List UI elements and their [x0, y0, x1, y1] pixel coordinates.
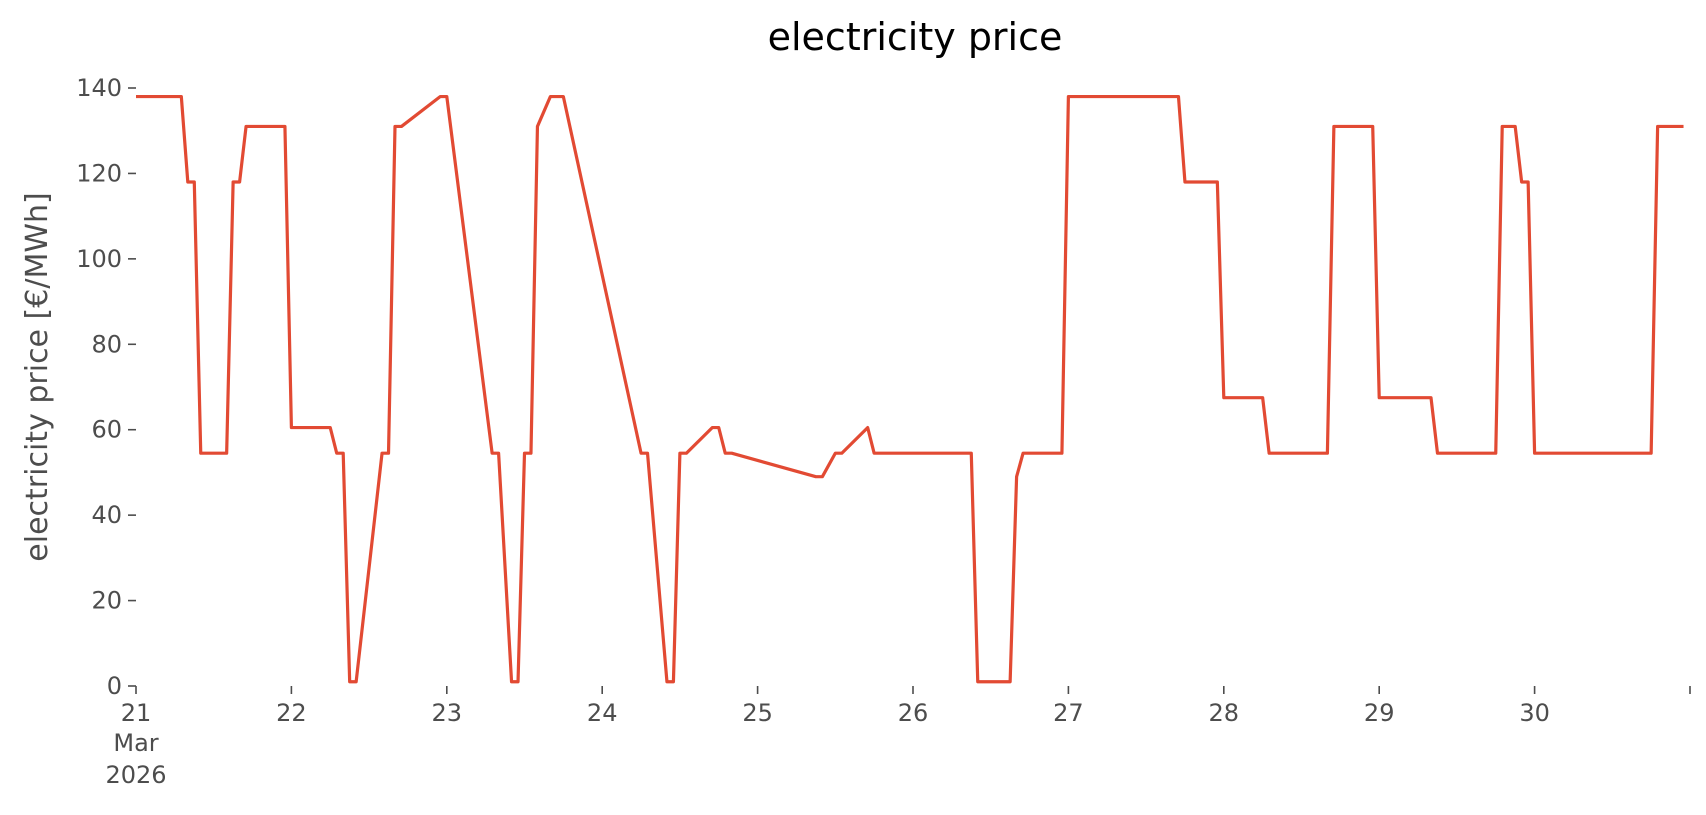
y-axis: 0 20 40 60 80 100 120 140 [76, 74, 136, 700]
chart-title: electricity price [768, 15, 1063, 59]
x-tick-sublabel: Mar [113, 729, 158, 757]
x-tick-label: 28 [1209, 699, 1240, 727]
x-tick-label: 25 [742, 699, 773, 727]
x-tick-label: 27 [1053, 699, 1084, 727]
x-tick-sublabel: 2026 [105, 761, 166, 789]
x-tick-label: 24 [587, 699, 618, 727]
y-tick-label: 120 [76, 159, 122, 187]
x-tick-label: 29 [1364, 699, 1395, 727]
x-tick-label: 30 [1519, 699, 1550, 727]
y-tick-label: 80 [91, 330, 122, 358]
y-tick-label: 20 [91, 587, 122, 615]
x-tick-label: 26 [898, 699, 929, 727]
y-tick-label: 60 [91, 416, 122, 444]
price-series-line [136, 94, 1684, 684]
x-tick-label: 23 [432, 699, 463, 727]
y-tick-label: 140 [76, 74, 122, 102]
plot-area [136, 94, 1684, 684]
y-tick-label: 100 [76, 245, 122, 273]
y-tick-label: 0 [107, 672, 122, 700]
y-tick-label: 40 [91, 501, 122, 529]
y-axis-label: electricity price [€/MWh] [20, 192, 55, 561]
x-tick-label: 22 [276, 699, 307, 727]
x-tick-label: 21 [121, 699, 152, 727]
